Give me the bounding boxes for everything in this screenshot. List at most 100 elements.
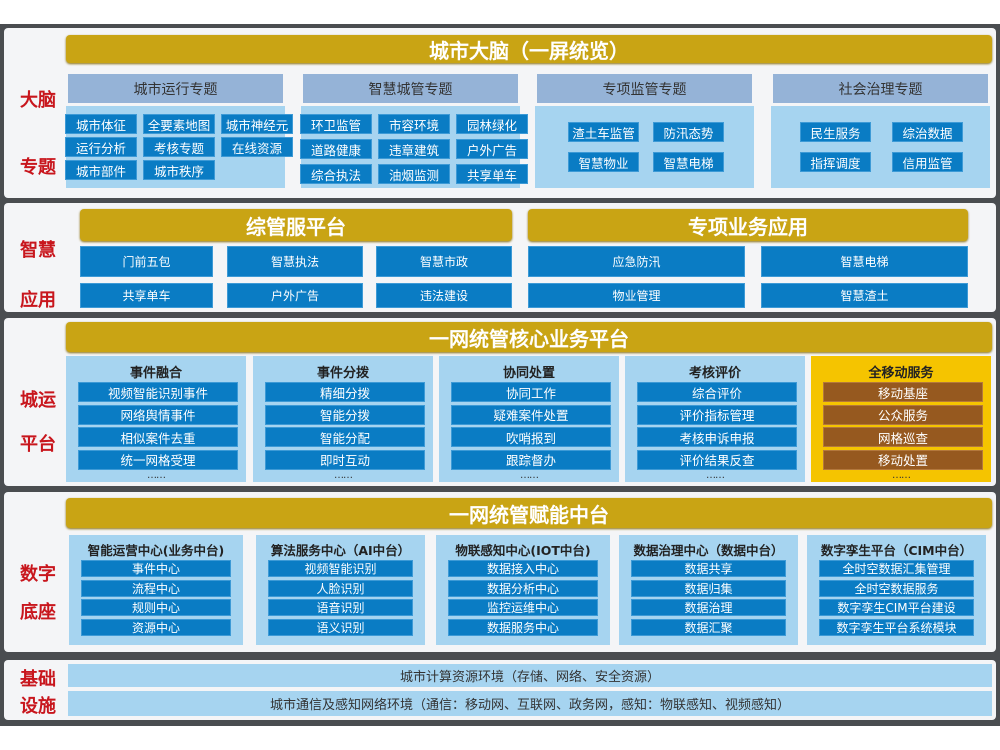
app-item[interactable]: 违法建设 (376, 283, 512, 308)
base-item[interactable]: 数据共享 (631, 560, 786, 577)
base-item[interactable]: 事件中心 (81, 560, 231, 577)
core-item[interactable]: 精细分拨 (265, 382, 425, 402)
side-label: 基础 (20, 669, 56, 690)
topic-item[interactable]: 考核专题 (143, 137, 215, 157)
topic-item[interactable]: 全要素地图 (143, 114, 215, 134)
more-ellipsis: …… (892, 470, 911, 481)
core-item[interactable]: 即时互动 (265, 449, 425, 470)
topic-item[interactable]: 园林绿化 (456, 114, 528, 134)
base-item[interactable]: 数据分析中心 (448, 579, 598, 597)
integrated-platform-title: 综管服平台 (80, 209, 512, 241)
core-item[interactable]: 吹哨报到 (451, 427, 611, 447)
side-label: 应用 (20, 290, 56, 311)
base-item[interactable]: 全时空数据服务 (819, 579, 974, 597)
app-item[interactable]: 共享单车 (80, 283, 213, 308)
topic-item[interactable]: 油烟监测 (378, 164, 450, 184)
base-item[interactable]: 监控运维中心 (448, 599, 598, 616)
side-label: 智慧 (20, 240, 56, 261)
city-brain-title: 城市大脑（一屏统览） (66, 35, 992, 63)
topic-item[interactable]: 智慧物业 (568, 152, 639, 172)
topic-header: 社会治理专题 (773, 74, 988, 103)
core-item[interactable]: 公众服务 (823, 404, 983, 425)
core-item[interactable]: 评价结果反查 (637, 449, 797, 470)
base-item[interactable]: 数据归集 (631, 579, 786, 597)
topic-item[interactable]: 环卫监管 (300, 114, 372, 134)
base-item[interactable]: 人脸识别 (268, 579, 413, 597)
base-item[interactable]: 语音识别 (268, 599, 413, 616)
core-item[interactable]: 智能分拨 (265, 404, 425, 425)
core-item[interactable]: 跟踪督办 (451, 449, 611, 470)
topic-header: 智慧城管专题 (303, 74, 518, 103)
base-item[interactable]: 全时空数据汇集管理 (819, 560, 974, 577)
topic-item[interactable]: 信用监管 (892, 152, 963, 172)
core-item[interactable]: 网络舆情事件 (78, 404, 238, 425)
topic-item[interactable]: 防汛态势 (653, 122, 724, 142)
topic-body (771, 106, 990, 188)
core-item[interactable]: 移动处置 (823, 449, 983, 470)
base-column-title: 物联感知中心(IOT中台) (455, 543, 591, 558)
topic-item[interactable]: 共享单车 (456, 164, 528, 184)
topic-item[interactable]: 户外广告 (456, 139, 528, 159)
base-column-title: 智能运营中心(业务中台) (87, 543, 225, 558)
topic-item[interactable]: 城市体征 (65, 114, 137, 134)
core-item[interactable]: 综合评价 (637, 382, 797, 402)
more-ellipsis: …… (147, 470, 166, 481)
topic-item[interactable]: 城市部件 (65, 160, 137, 180)
topic-item[interactable]: 道路健康 (300, 139, 372, 159)
topic-item[interactable]: 智慧电梯 (653, 152, 724, 172)
topic-item[interactable]: 违章建筑 (378, 139, 450, 159)
base-item[interactable]: 规则中心 (81, 599, 231, 616)
more-ellipsis: …… (520, 470, 539, 481)
topic-header: 城市运行专题 (68, 74, 283, 103)
side-label: 底座 (20, 602, 56, 623)
more-ellipsis: …… (334, 470, 353, 481)
core-item[interactable]: 智能分配 (265, 427, 425, 447)
core-column-title: 协同处置 (502, 366, 555, 381)
base-item[interactable]: 视频智能识别 (268, 560, 413, 577)
topic-header: 专项监管专题 (537, 74, 752, 103)
core-item[interactable]: 相似案件去重 (78, 427, 238, 447)
side-label: 大脑 (20, 90, 56, 111)
base-item[interactable]: 数字孪生平台系统模块 (819, 618, 974, 636)
base-item[interactable]: 语义识别 (268, 618, 413, 636)
base-item[interactable]: 数据接入中心 (448, 560, 598, 577)
base-item[interactable]: 数字孪生CIM平台建设 (819, 599, 974, 616)
topic-item[interactable]: 民生服务 (800, 122, 871, 142)
special-apps-title: 专项业务应用 (528, 209, 968, 241)
topic-item[interactable]: 综治数据 (892, 122, 963, 142)
topic-item[interactable]: 城市神经元 (221, 114, 293, 134)
topic-item[interactable]: 城市秩序 (143, 160, 215, 180)
core-item[interactable]: 考核申诉申报 (637, 427, 797, 447)
app-item[interactable]: 智慧执法 (227, 246, 363, 277)
side-label: 设施 (20, 696, 56, 717)
topic-item[interactable]: 运行分析 (65, 137, 137, 157)
topic-item[interactable]: 渣土车监管 (568, 122, 639, 142)
app-item[interactable]: 应急防汛 (528, 246, 745, 277)
topic-item[interactable]: 市容环境 (378, 114, 450, 134)
topic-item[interactable]: 指挥调度 (800, 152, 871, 172)
base-item[interactable]: 数据汇聚 (631, 618, 786, 636)
topic-item[interactable]: 综合执法 (300, 164, 372, 184)
core-item[interactable]: 移动基座 (823, 382, 983, 402)
base-item[interactable]: 数据服务中心 (448, 618, 598, 636)
app-item[interactable]: 智慧渣土 (761, 283, 968, 308)
side-label: 平台 (20, 434, 56, 455)
base-item[interactable]: 资源中心 (81, 618, 231, 636)
core-column-title: 考核评价 (688, 366, 741, 381)
app-item[interactable]: 智慧市政 (376, 246, 512, 277)
core-item[interactable]: 疑难案件处置 (451, 404, 611, 425)
base-item[interactable]: 流程中心 (81, 579, 231, 597)
base-item[interactable]: 数据治理 (631, 599, 786, 616)
core-item[interactable]: 网格巡查 (823, 427, 983, 447)
app-item[interactable]: 智慧电梯 (761, 246, 968, 277)
app-item[interactable]: 户外广告 (227, 283, 363, 308)
core-item[interactable]: 协同工作 (451, 382, 611, 402)
app-item[interactable]: 物业管理 (528, 283, 745, 308)
core-item[interactable]: 视频智能识别事件 (78, 382, 238, 402)
core-item[interactable]: 统一网格受理 (78, 449, 238, 470)
infra-row: 城市通信及感知网络环境（通信：移动网、互联网、政务网，感知：物联感知、视频感知） (68, 691, 992, 716)
core-item[interactable]: 评价指标管理 (637, 404, 797, 425)
topic-item[interactable]: 在线资源 (221, 137, 293, 157)
base-column-title: 算法服务中心（AI中台） (270, 543, 411, 558)
app-item[interactable]: 门前五包 (80, 246, 213, 277)
